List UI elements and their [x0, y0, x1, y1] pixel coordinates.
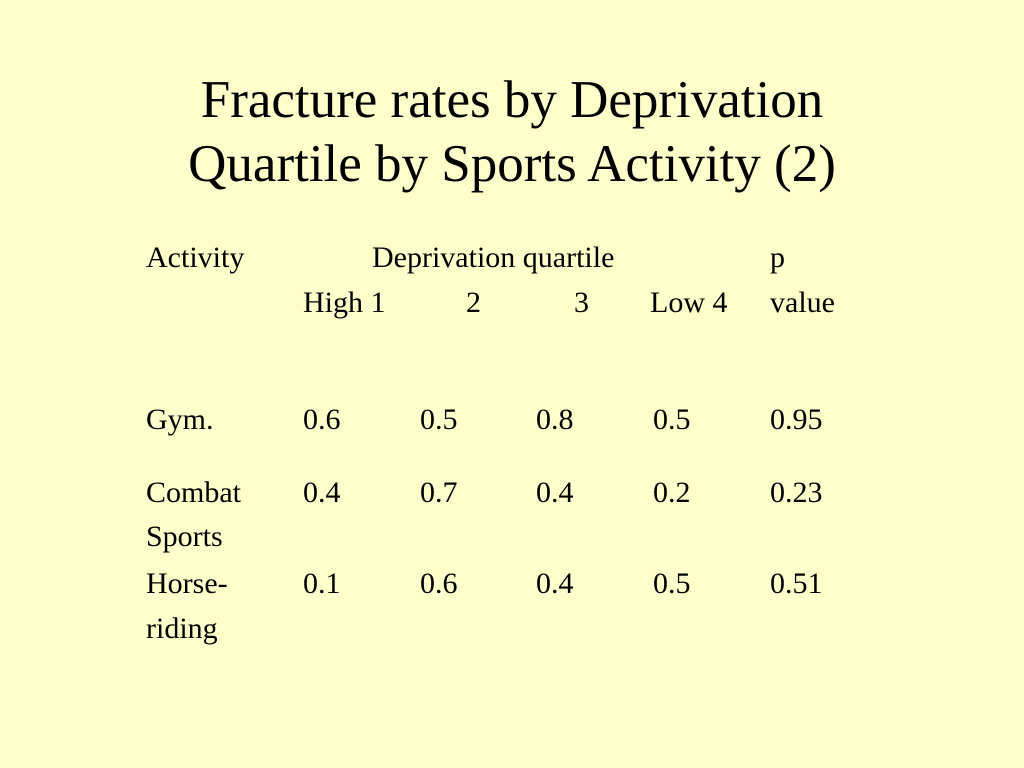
row-value-q4: 0.5 — [653, 567, 691, 600]
row-value-q1: 0.6 — [303, 403, 341, 436]
row-value-q2: 0.5 — [420, 403, 458, 436]
row-value-q3: 0.4 — [536, 567, 574, 600]
row-value-q1: 0.1 — [303, 567, 341, 600]
row-p-value: 0.95 — [770, 403, 823, 436]
row-p-value: 0.23 — [770, 476, 823, 509]
row-value-q4: 0.5 — [653, 403, 691, 436]
row-activity: Gym. — [146, 403, 214, 436]
row-value-q1: 0.4 — [303, 476, 341, 509]
row-activity-continued: riding — [146, 612, 218, 645]
row-value-q4: 0.2 — [653, 476, 691, 509]
row-activity-continued: Sports — [146, 520, 223, 553]
header-value: value — [770, 286, 835, 319]
header-deprivation-quartile: Deprivation quartile — [372, 241, 615, 274]
row-value-q3: 0.4 — [536, 476, 574, 509]
header-p: p — [770, 241, 785, 274]
row-activity: Combat — [146, 476, 241, 509]
row-p-value: 0.51 — [770, 567, 823, 600]
row-value-q3: 0.8 — [536, 403, 574, 436]
header-quartile-1: High 1 — [303, 286, 386, 319]
row-value-q2: 0.7 — [420, 476, 458, 509]
title-line-2: Quartile by Sports Activity (2) — [188, 135, 836, 193]
row-activity: Horse- — [146, 567, 228, 600]
row-value-q2: 0.6 — [420, 567, 458, 600]
slide-title: Fracture rates by Deprivation Quartile b… — [0, 68, 1024, 196]
title-line-1: Fracture rates by Deprivation — [200, 71, 824, 129]
header-quartile-4: Low 4 — [650, 286, 728, 319]
header-activity: Activity — [146, 241, 245, 274]
header-quartile-3: 3 — [574, 286, 589, 319]
header-quartile-2: 2 — [466, 286, 481, 319]
